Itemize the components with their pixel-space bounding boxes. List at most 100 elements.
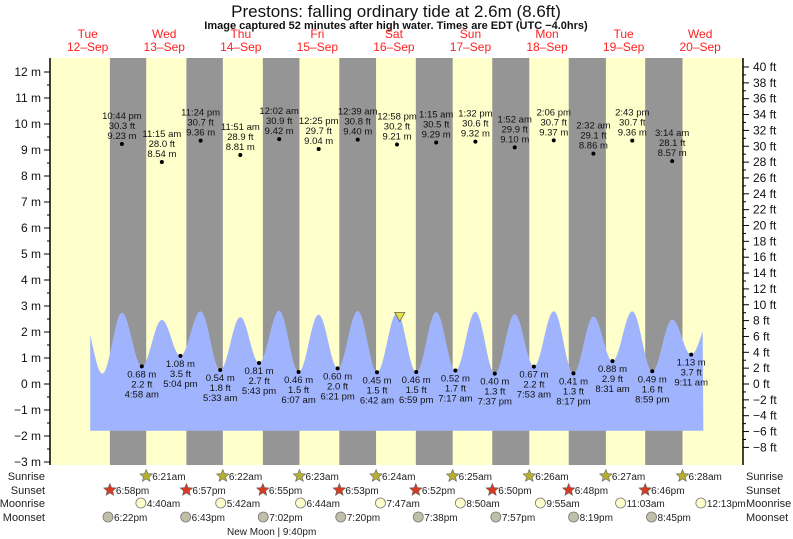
moonrise-time: 4:40am — [147, 499, 180, 510]
high-tide-label: 9.21 m — [382, 132, 411, 143]
high-tide-label: 30.2 ft — [384, 122, 411, 133]
moonrise-time: 6:44am — [307, 499, 340, 510]
high-tide-label: 2:43 pm — [615, 108, 649, 119]
right-tick-label: 30 ft — [753, 139, 777, 153]
right-tick-label: 22 ft — [753, 203, 777, 217]
day-name: Thu — [230, 27, 251, 41]
sunset-row-label: Sunset — [11, 485, 45, 497]
left-tick-label: −3 m — [14, 455, 41, 469]
water-area — [90, 310, 704, 431]
low-tide-label: 7:53 am — [517, 390, 551, 401]
low-tide-label: 1.5 ft — [406, 385, 427, 396]
low-tide-label: 0.46 m — [284, 375, 313, 386]
high-tide-label: 30.9 ft — [266, 116, 293, 127]
low-tide-label: 1.3 ft — [563, 386, 584, 397]
right-tick-label: 26 ft — [753, 171, 777, 185]
axes: −3 m −2 m −1 m 0 m 1 m 2 m 3 m 4 m 5 m 6 m 7 m 8 m 9… — [14, 58, 777, 469]
moonrise-icon — [454, 497, 466, 509]
low-tide-label: 0.67 m — [519, 370, 548, 381]
moonrise-time: 5:42am — [227, 499, 260, 510]
day-date: 18–Sep — [526, 40, 568, 54]
high-tide-point — [277, 137, 282, 142]
moonset-icon — [490, 511, 502, 523]
right-tick-label: −6 ft — [753, 425, 777, 439]
sunrise-row-label-right: Sunrise — [746, 471, 783, 483]
moonset-icon — [412, 511, 424, 523]
day-date: 14–Sep — [220, 40, 262, 54]
right-tick-label: 2 ft — [753, 361, 770, 375]
sunset-time: 6:48pm — [575, 486, 608, 497]
sunrise-icon — [522, 468, 537, 482]
right-tick-label: 36 ft — [753, 92, 777, 106]
high-tide-label: 9.37 m — [539, 127, 568, 138]
right-tick-label: 32 ft — [753, 123, 777, 137]
left-tick-label: 9 m — [21, 143, 41, 157]
day-name: Wed — [152, 27, 176, 41]
high-tide-point — [119, 142, 124, 147]
day-date: 19–Sep — [603, 40, 645, 54]
day-date: 20–Sep — [679, 40, 721, 54]
left-tick-label: 12 m — [14, 65, 41, 79]
sunset-time: 6:57pm — [192, 486, 225, 497]
low-tide-label: 1.7 ft — [445, 383, 466, 394]
high-tide-label: 11:15 am — [142, 129, 181, 140]
low-tide-label: 7:37 pm — [478, 397, 512, 408]
high-tide-label: 9.32 m — [461, 129, 490, 140]
sunrise-icon — [675, 468, 690, 482]
moonrise-icon — [135, 497, 147, 509]
sunset-time: 6:55pm — [269, 486, 302, 497]
left-tick-label: 1 m — [21, 351, 41, 365]
low-tide-label: 8:59 pm — [635, 394, 669, 405]
moonset-icon — [335, 511, 347, 523]
moon-phase-label: New Moon | 9:40pm — [227, 527, 316, 538]
low-tide-point — [531, 364, 536, 369]
day-name: Tue — [78, 27, 99, 41]
right-tick-label: 10 ft — [753, 298, 777, 312]
day-name: Wed — [688, 27, 712, 41]
right-tick-label: 12 ft — [753, 282, 777, 296]
low-tide-point — [571, 371, 576, 376]
high-tide-label: 30.7 ft — [541, 117, 568, 128]
day-labels: Tue12–SepWed13–SepThu14–SepFri15–SepSat1… — [67, 27, 721, 54]
right-tick-label: −4 ft — [753, 409, 777, 423]
low-tide-point — [414, 370, 419, 375]
sunset-time: 6:53pm — [345, 486, 378, 497]
sunset-row-label-right: Sunset — [746, 485, 780, 497]
high-tide-label: 11:51 am — [221, 122, 260, 133]
day-date: 13–Sep — [144, 40, 186, 54]
sunset-icon — [638, 482, 653, 496]
low-tide-label: 1.5 ft — [288, 385, 309, 396]
moonrise-icon — [695, 497, 707, 509]
low-tide-label: 6:07 am — [281, 395, 315, 406]
right-tick-label: 24 ft — [753, 187, 777, 201]
right-tick-label: 8 ft — [753, 314, 770, 328]
moonset-time: 7:38pm — [424, 513, 457, 524]
sunset-icon — [102, 482, 117, 496]
high-tide-label: 12:39 am — [338, 107, 378, 118]
low-tide-point — [650, 369, 655, 374]
chart-subtitle: Image captured 52 minutes after high wat… — [204, 20, 588, 32]
low-tide-point — [610, 359, 615, 364]
moonset-icon — [646, 511, 657, 523]
moonset-time: 6:43pm — [192, 513, 225, 524]
left-tick-label: 4 m — [21, 273, 41, 287]
low-tide-label: 2.7 ft — [248, 376, 269, 387]
moonrise-time: 12:13pm — [707, 499, 746, 510]
moonset-time: 8:19pm — [580, 513, 613, 524]
left-tick-label: −2 m — [14, 429, 41, 443]
high-tide-label: 9.10 m — [500, 134, 529, 145]
high-tide-label: 30.6 ft — [462, 119, 489, 130]
moonrise-time: 8:50am — [466, 499, 499, 510]
high-tide-point — [395, 142, 400, 147]
high-tide-point — [630, 138, 635, 143]
low-tide-label: 7:17 am — [438, 393, 472, 404]
low-tide-label: 2.9 ft — [602, 374, 623, 385]
high-tide-point — [316, 146, 321, 151]
sunset-icon — [408, 482, 423, 496]
sunset-time: 6:46pm — [651, 486, 684, 497]
left-tick-label: 7 m — [21, 195, 41, 209]
low-tide-point — [453, 368, 458, 373]
high-tide-label: 28.1 ft — [659, 138, 686, 149]
low-tide-label: 0.54 m — [206, 373, 235, 384]
